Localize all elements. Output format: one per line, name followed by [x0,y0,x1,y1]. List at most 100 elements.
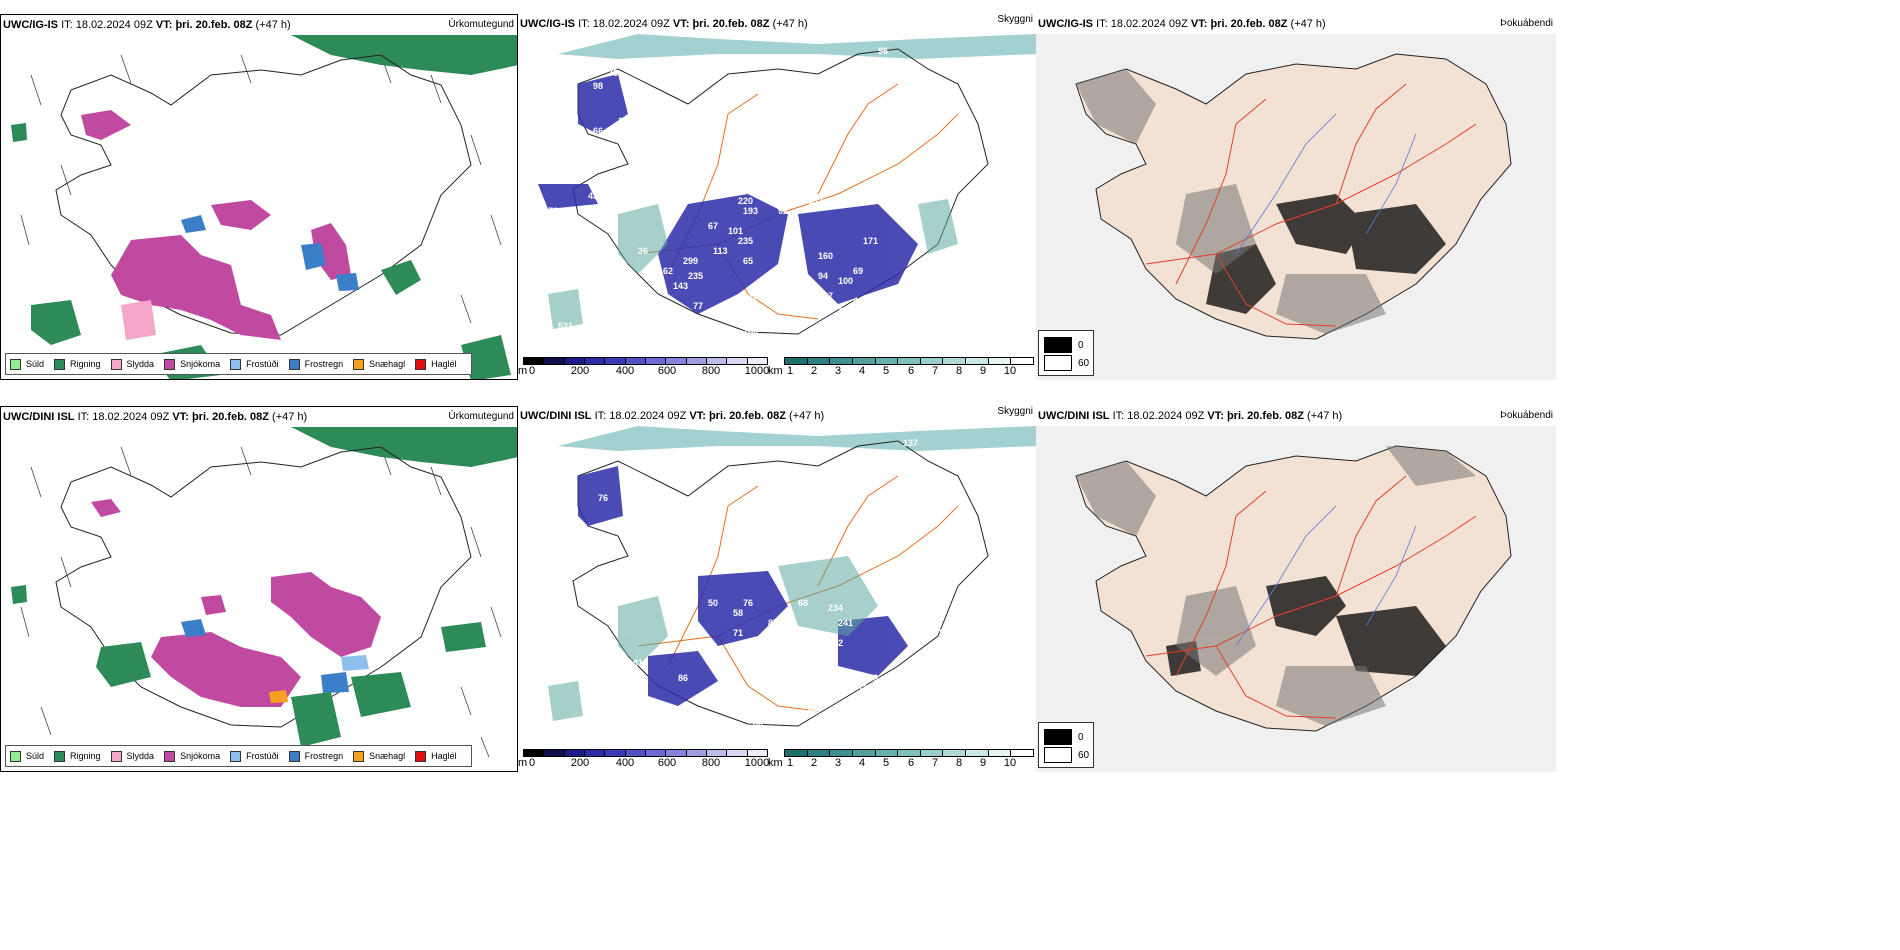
ceiling-value-label: 97 [823,291,833,301]
ceiling-value-label: 521 [558,321,573,331]
ceiling-value-label: 213 [618,678,633,688]
ceiling-value-label: 98 [593,81,603,91]
ceiling-value-label: 181 [628,658,643,668]
ceiling-value-label: 219 [808,703,823,713]
cloud-visibility-panel-bottom: UWC/DINI ISL IT: 18.02.2024 09Z VT: þri.… [518,406,1036,772]
ceiling-value-label: 143 [673,281,688,291]
freezing-rain-areas [181,215,359,291]
ceiling-value-label: 68 [798,598,808,608]
freezing-drizzle-areas [341,655,369,671]
ceiling-value-label: 143 [913,613,928,623]
legend-item: Slydda [110,750,154,762]
precip-map [11,35,517,379]
legend-item: Frostregn [288,750,343,762]
ceiling-value-label: 109 [823,651,838,661]
ceiling-value-label: 115 [723,673,738,683]
low-ceiling-areas [538,74,918,314]
ceiling-value-label: 96 [878,46,888,56]
fog-areas-grey [1076,69,1386,334]
panel-label: Úrkomutegund [448,19,514,30]
ceiling-value-label: 198 [728,316,743,326]
ceiling-value-label: 87 [768,618,778,628]
ceiling-value-label: 117 [858,683,873,693]
ceiling-value-label: 65 [743,256,753,266]
ceiling-value-label: 71 [733,628,743,638]
freezing-rain-areas [181,619,349,693]
ceiling-map [538,34,1036,335]
fog-legend: 0 60 [1038,722,1094,768]
ceiling-value-label: 86 [678,673,688,683]
iceland-outline [55,54,472,336]
snow-areas [91,499,381,707]
panel-label: Úrkomutegund [448,411,514,422]
visibility-areas [548,556,878,721]
ceiling-value-label: 157 [758,638,773,648]
ceiling-value-label: 69 [853,266,863,276]
visibility-areas [548,199,958,329]
ceiling-map [548,426,1036,727]
ceiling-value-label: 105 [688,326,703,336]
legend-item: Frostúði [230,750,279,762]
legend-item: Frostúði [230,358,279,370]
fog-areas-grey [1076,446,1476,726]
panel-label: Þokuábendi [1500,410,1553,421]
fog-map [1036,34,1556,380]
ceiling-value-label: 101 [928,628,943,638]
road-network [1145,83,1477,327]
ceiling-value-label: 166 [743,326,758,336]
ceiling-value-label: 151 [878,461,893,471]
panel-label: Þokuábendi [1500,18,1553,29]
ceiling-value-label: 76 [743,598,753,608]
ceiling-value-label: 126 [643,271,658,281]
ceiling-value-label: 76 [608,68,618,78]
ceiling-value-label: 73 [548,206,558,216]
ceiling-value-label: 161 [618,116,633,126]
low-ceiling-areas [578,466,908,706]
ceiling-value-label: 154 [593,301,608,311]
ceiling-value-label: 195 [763,296,778,306]
ceiling-value-label: 254 [708,658,723,668]
ceiling-value-label: 67 [708,221,718,231]
ceiling-value-label: 80 [798,296,808,306]
snow-pellets-area [269,690,288,703]
rain-areas [11,585,486,747]
visibility-colorbar: km 1 2 3 4 5 6 7 8 9 10 [768,357,1036,379]
legend-item: Snjókoma [164,358,220,370]
ceiling-value-label: 352 [823,638,838,648]
panel-title: UWC/IG-IS IT: 18.02.2024 09Z VT: þri. 20… [520,18,808,30]
ceiling-value-label: 43 [588,191,598,201]
ceiling-value-label: 46 [868,673,878,683]
precip-legend: Súld Rigning Slydda Snjókoma Frostúði Fr… [5,353,472,375]
legend-item: Súld [10,750,44,762]
legend-item: Snjókoma [164,750,220,762]
ceiling-value-label: 162 [658,266,673,276]
rain-areas [11,123,511,379]
ceiling-value-label: 193 [743,206,758,216]
ceiling-value-label: 220 [738,196,753,206]
ceiling-value-label: 136 [768,336,783,346]
legend-item: Frostregn [288,358,343,370]
legend-item: Snæhagl [353,358,405,370]
panel-label: Skyggni [997,14,1033,25]
ceiling-value-label: 985 [751,678,766,688]
panel-title: UWC/IG-IS IT: 18.02.2024 09Z VT: þri. 20… [1038,18,1326,30]
ceiling-value-label: 66 [593,126,603,136]
legend-item: Rigning [54,750,101,762]
fog-index-panel-bottom: UWC/DINI ISL IT: 18.02.2024 09Z VT: þri.… [1036,406,1556,772]
ceiling-value-label: 235 [738,236,753,246]
ceiling-value-label: 98 [638,196,648,206]
ceiling-value-label: 50 [708,598,718,608]
precip-type-panel-top: UWC/IG-IS IT: 18.02.2024 09Z VT: þri. 20… [0,14,518,380]
panel-title: UWC/DINI ISL IT: 18.02.2024 09Z VT: þri.… [520,410,825,422]
ceiling-value-label: 100 [838,276,853,286]
visibility-colorbar: km 1 2 3 4 5 6 7 8 9 10 [768,749,1036,771]
ceiling-value-label: 404 [643,331,658,341]
road-network [1145,475,1477,719]
ceiling-value-label: 137 [903,438,918,448]
ceiling-value-labels: 137 151 80 94 76 65 44 50 76 68 58 87 71 234 157 241352… [558,438,943,728]
ceiling-value-label: 58 [733,608,743,618]
ceiling-value-label: 80 [628,458,638,468]
ceiling-value-label: 402 [853,296,868,306]
ceiling-value-label: 80 [753,718,763,728]
